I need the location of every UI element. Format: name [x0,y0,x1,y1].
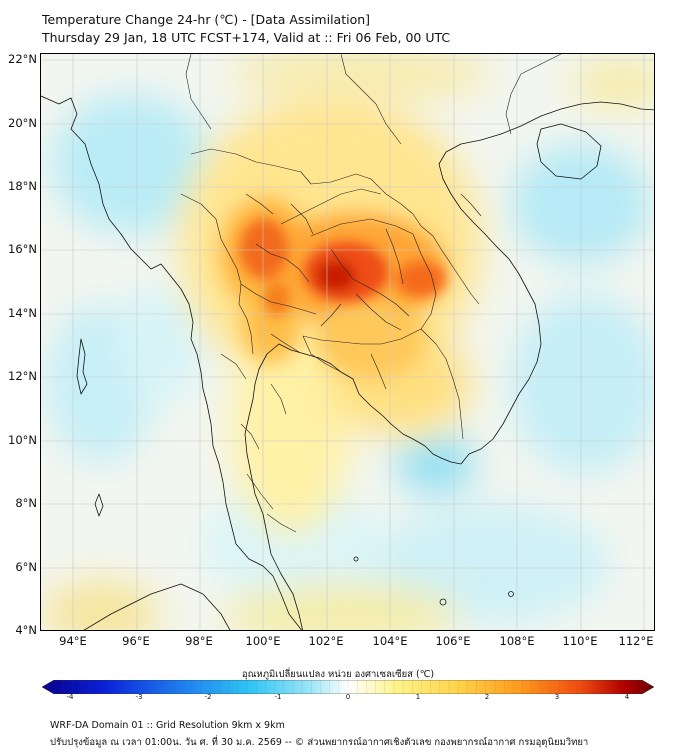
hot-field [221,199,446,379]
colorbar-ramp [42,680,654,694]
lat-label: 12°N [8,369,37,383]
colorbar-tick: 4 [624,693,630,701]
colorbar-tick: -2 [204,693,212,701]
map-subtitle: Thursday 29 Jan, 18 UTC FCST+174, Valid … [42,30,451,45]
footer-credit: ปรับปรุงข้อมูล ณ เวลา 01:00น. วัน ศ. ที่… [50,737,589,748]
lon-label: 104°E [372,634,408,648]
colorbar-tick: 2 [484,693,490,701]
lat-label: 22°N [8,52,37,66]
colorbar-tick: -3 [135,693,143,701]
lon-label: 98°E [185,634,213,648]
colorbar [42,680,654,694]
map-panel[interactable] [40,53,655,631]
borders [180,54,562,533]
lat-label: 14°N [8,306,37,320]
lat-label: 10°N [8,433,37,447]
graticule [41,54,654,630]
lat-label: 20°N [8,116,37,130]
lon-label: 94°E [59,634,87,648]
colorbar-tick: 1 [415,693,421,701]
colorbar-label: อุณหภูมิเปลี่ยนแปลง หน่วย องศาเซลเซียส (… [241,669,435,680]
colorbar-tick: 0 [345,693,351,701]
coastlines [41,95,654,630]
lat-label: 8°N [15,496,37,510]
lon-label: 110°E [562,634,598,648]
lon-label: 102°E [308,634,344,648]
lon-label: 96°E [122,634,150,648]
lon-label: 100°E [245,634,281,648]
cool-field [41,54,654,630]
lon-label: 106°E [435,634,471,648]
lat-label: 6°N [15,560,37,574]
colorbar-tick: -4 [66,693,74,701]
footer-resolution: WRF-DA Domain 01 :: Grid Resolution 9km … [50,720,285,731]
lat-label: 4°N [15,623,37,637]
lat-label: 18°N [8,179,37,193]
temperature-change-map [41,54,654,630]
map-title: Temperature Change 24-hr (℃) - [Data Ass… [42,12,371,27]
lat-label: 16°N [8,242,37,256]
colorbar-tick: -1 [274,693,282,701]
lon-label: 112°E [618,634,654,648]
lon-label: 108°E [499,634,535,648]
colorbar-tick: 3 [554,693,560,701]
